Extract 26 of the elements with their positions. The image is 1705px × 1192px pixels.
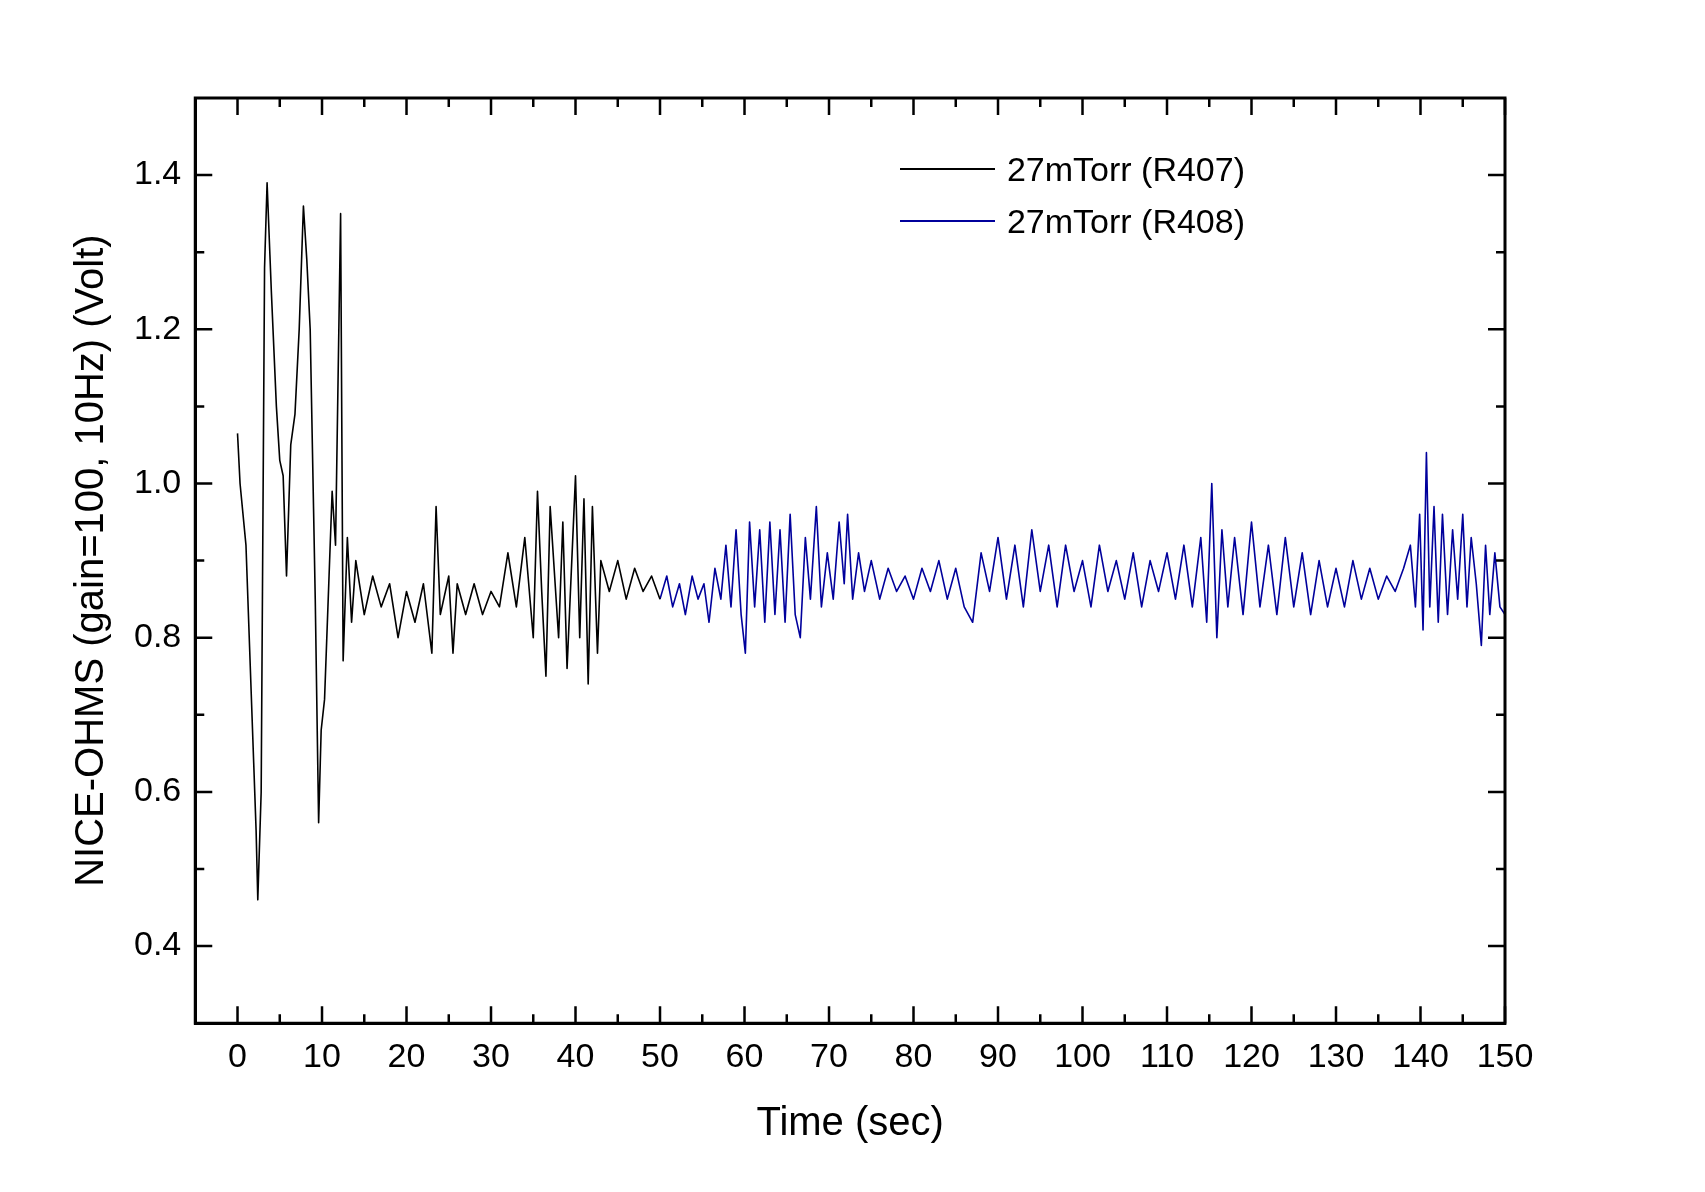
x-tick-label: 10	[303, 1035, 341, 1074]
x-tick-label: 50	[641, 1035, 679, 1074]
x-tick-label: 110	[1139, 1035, 1195, 1074]
legend-label: 27mTorr (R407)	[1006, 149, 1245, 190]
y-tick-label: 1.4	[134, 153, 182, 192]
x-tick-label: 60	[725, 1035, 764, 1074]
y-tick-label: 0.4	[134, 924, 182, 963]
y-tick-label: 1.2	[134, 307, 182, 346]
x-tick-label: 150	[1476, 1035, 1534, 1074]
x-axis-title: Time (sec)	[756, 1099, 944, 1144]
x-tick-label: 30	[472, 1035, 510, 1074]
x-tick-label: 80	[894, 1035, 933, 1074]
y-tick-label: 1.0	[134, 461, 182, 500]
x-tick-label: 70	[810, 1035, 848, 1074]
x-tick-label: 20	[387, 1035, 426, 1074]
y-axis-title: NICE-OHMS (gain=100, 10Hz) (Volt)	[67, 234, 112, 887]
x-tick-label: 90	[979, 1035, 1017, 1074]
y-tick-label: 0.6	[134, 770, 182, 809]
x-tick-label: 100	[1054, 1035, 1111, 1074]
x-tick-label: 130	[1307, 1035, 1365, 1074]
y-tick-label: 0.8	[134, 616, 182, 655]
x-tick-label: 0	[228, 1035, 247, 1074]
x-tick-label: 120	[1223, 1035, 1280, 1074]
x-tick-label: 140	[1392, 1035, 1449, 1074]
x-tick-label: 40	[556, 1035, 595, 1074]
legend-label: 27mTorr (R408)	[1006, 201, 1245, 242]
